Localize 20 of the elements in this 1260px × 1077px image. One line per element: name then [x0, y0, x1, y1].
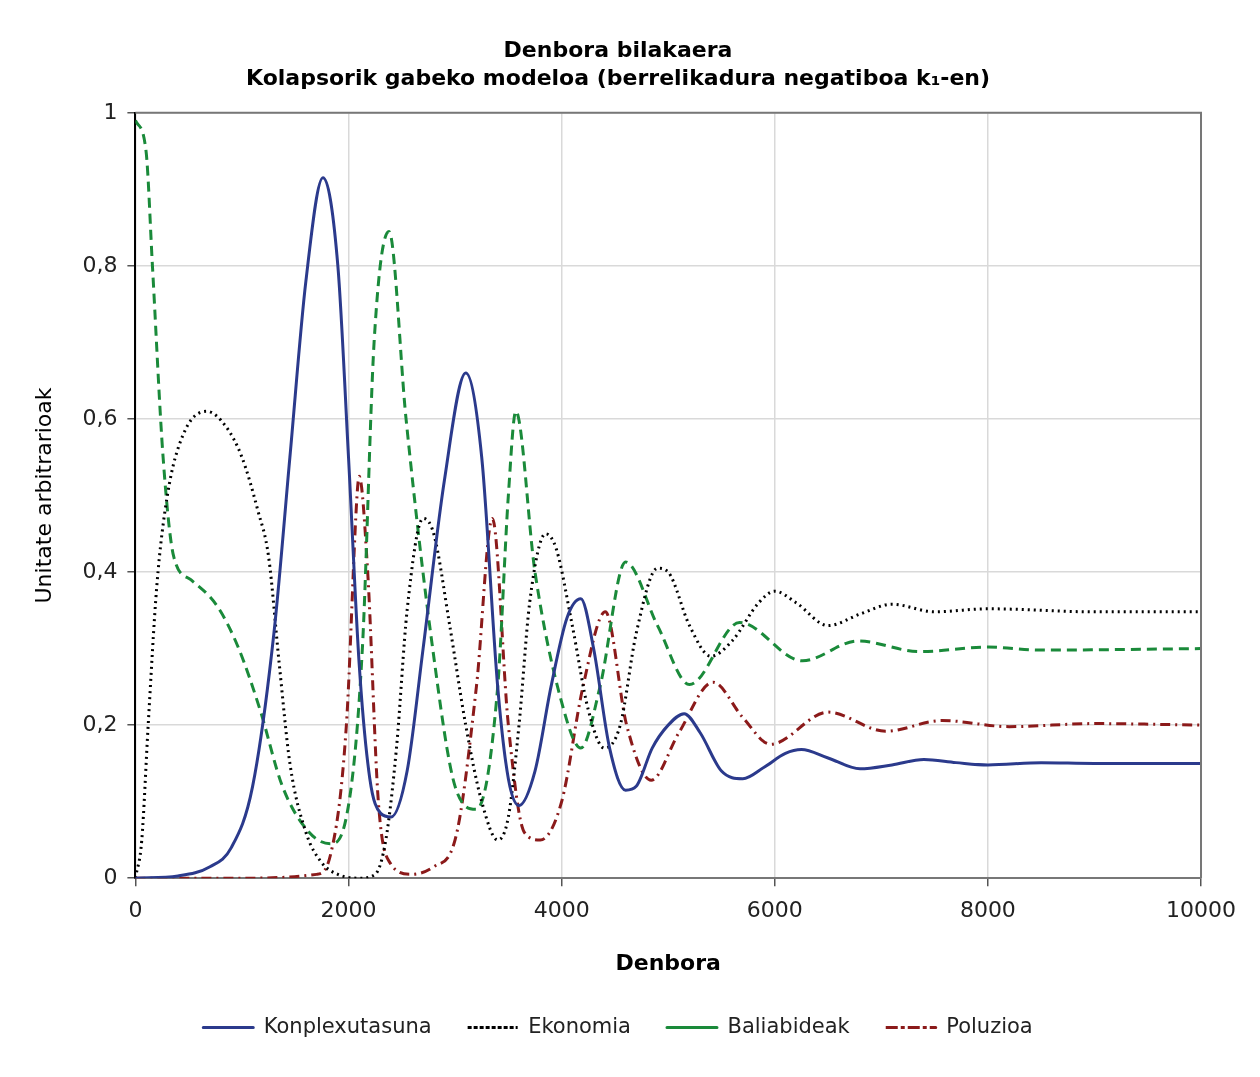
x-tick-label: 10000	[1166, 897, 1237, 923]
x-tick-label: 2000	[320, 897, 377, 923]
chart-subtitle: Kolapsorik gabeko modeloa (berrelikadura negatiboa k₁-en)	[245, 65, 991, 91]
y-tick-label: 0,6	[82, 404, 118, 430]
y-tick-label: 0,8	[82, 251, 118, 277]
y-tick-label: 1	[103, 98, 118, 124]
y-tick-label: 0	[103, 863, 118, 889]
x-tick-label: 0	[128, 897, 143, 923]
y-tick-label: 0,2	[82, 710, 118, 736]
y-tick-label: 0,4	[82, 557, 118, 583]
x-axis-title: Denbora	[615, 949, 721, 975]
x-tick-label: 6000	[746, 897, 803, 923]
legend-label: Baliabideak	[727, 1013, 851, 1038]
y-axis-title: Unitate arbitrarioak	[30, 387, 56, 604]
x-tick-label: 8000	[959, 897, 1016, 923]
legend-label: Konplexutasuna	[263, 1013, 432, 1038]
chart-title: Denbora bilakaera	[503, 36, 733, 62]
legend-label: Poluzioa	[946, 1013, 1033, 1038]
x-tick-label: 4000	[533, 897, 590, 923]
legend-label: Ekonomia	[528, 1013, 631, 1038]
